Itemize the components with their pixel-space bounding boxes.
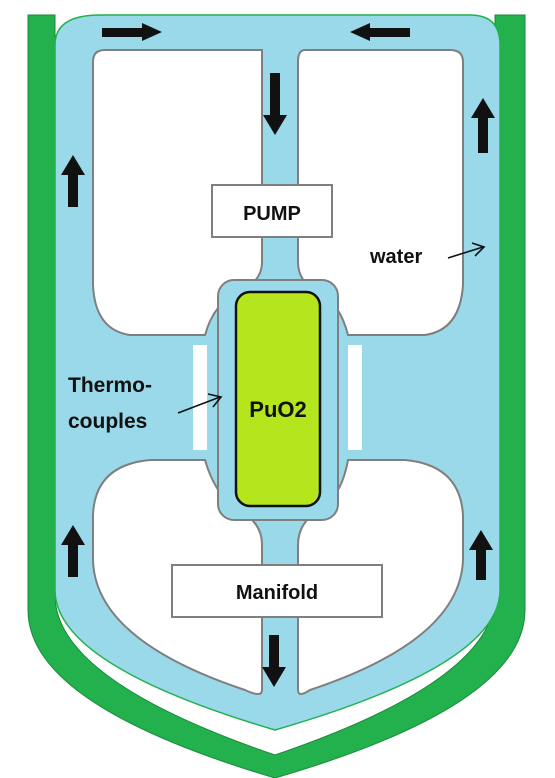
water-label: water xyxy=(369,246,422,268)
core-label: PuO2 xyxy=(249,397,306,422)
manifold-label: Manifold xyxy=(236,582,318,604)
arrow-icon xyxy=(471,98,495,153)
arrow-icon xyxy=(350,23,410,41)
chamber-upper-right xyxy=(297,49,464,336)
pointer-arrow-icon xyxy=(177,393,223,414)
arrow-icon xyxy=(61,525,85,577)
arrow-icon xyxy=(263,73,287,135)
thermocouples-line2: couples xyxy=(68,410,147,433)
thermocouples-label: Thermo- couples xyxy=(68,374,158,433)
arrow-icon xyxy=(102,23,162,41)
manifold-box xyxy=(171,564,383,618)
side-notch-right xyxy=(348,345,362,450)
arrow-icon xyxy=(262,635,286,687)
thermocouples-line1: Thermo- xyxy=(68,374,152,397)
side-notch-left xyxy=(193,345,207,450)
arrow-icon xyxy=(61,155,85,207)
arrow-icon xyxy=(469,530,493,580)
casing-wall xyxy=(27,14,526,778)
pointer-arrow-icon xyxy=(447,242,486,259)
pump-label: PUMP xyxy=(243,203,301,225)
pump-box xyxy=(211,184,333,238)
puo2-core xyxy=(234,290,322,508)
